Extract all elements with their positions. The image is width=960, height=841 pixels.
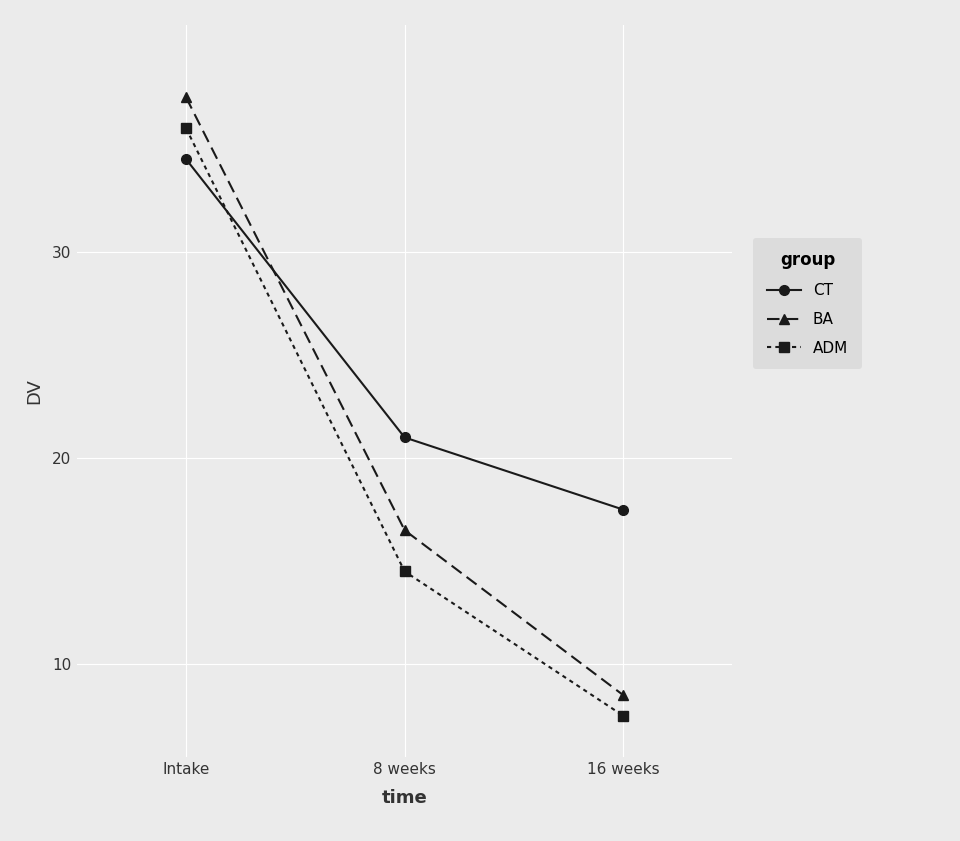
Y-axis label: DV: DV [26,378,43,404]
X-axis label: time: time [382,789,427,807]
Legend: CT, BA, ADM: CT, BA, ADM [754,238,862,369]
